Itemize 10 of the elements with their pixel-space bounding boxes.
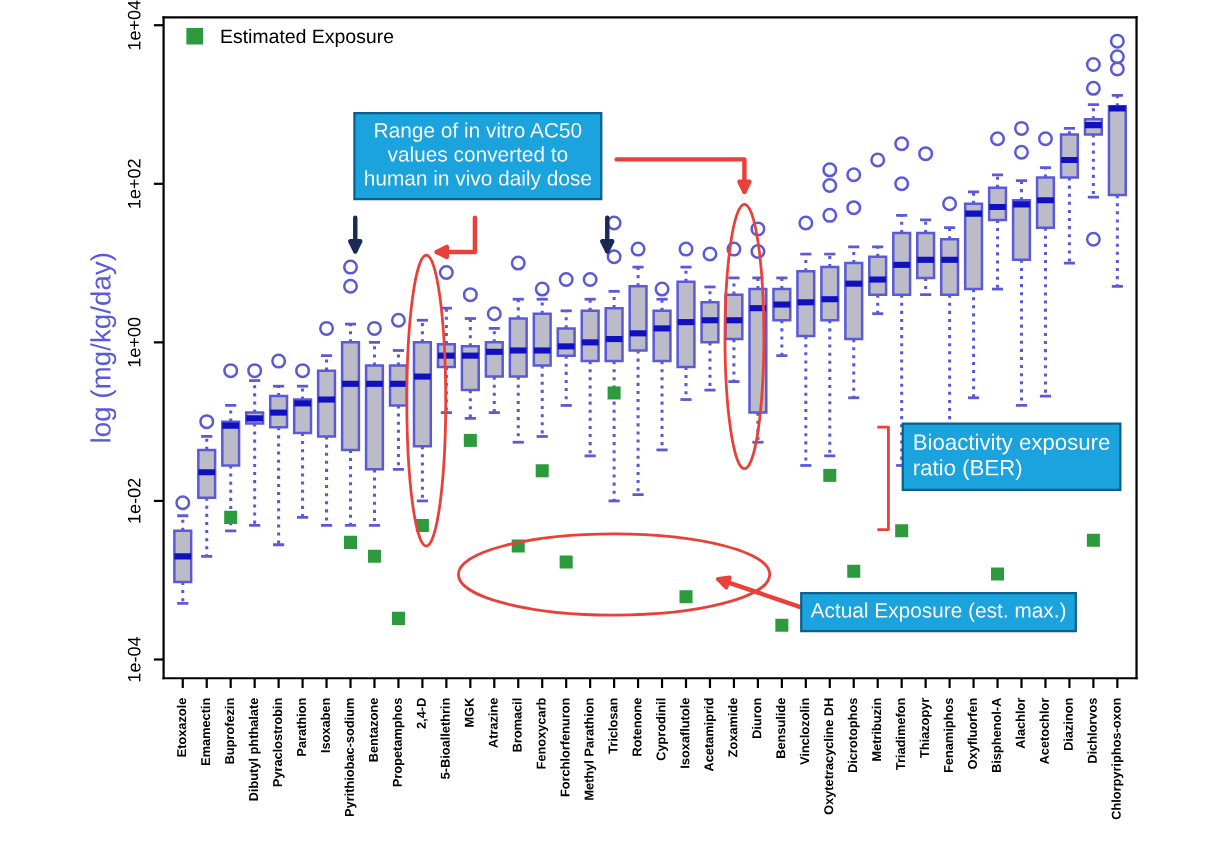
annotation: Actual Exposure (est. max.): [810, 602, 1066, 622]
y-tick-label: 1e+00: [127, 317, 141, 367]
y-tick-label: 1e+02: [127, 159, 141, 208]
y-tick-label: 1e+04: [127, 0, 141, 50]
annotation: Range of in vitro AC50 values converted to human in vivo daily dose: [365, 122, 591, 190]
legend-label: Estimated Exposure: [221, 28, 394, 48]
y-axis-title: log (mg/kg/day): [90, 253, 117, 442]
y-tick-label: 1e-02: [127, 478, 141, 523]
y-tick-label: 1e-04: [127, 636, 141, 682]
annotation: Bioactivity exposure ratio (BER): [914, 433, 1110, 480]
